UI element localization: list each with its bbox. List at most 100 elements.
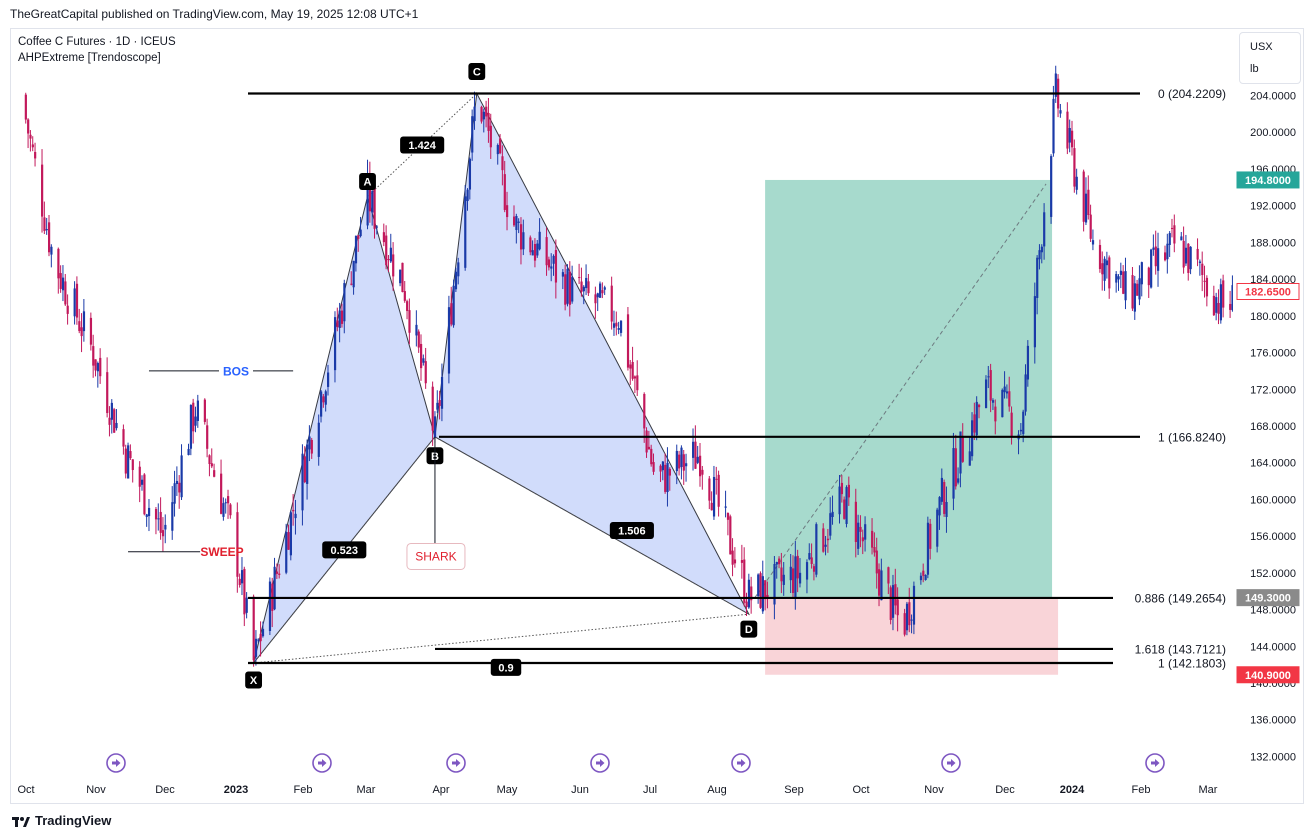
loss-zone [765,597,1059,675]
candle-body [466,189,469,202]
indicator-title[interactable]: AHPExtreme [Trendoscope] [18,52,161,64]
candle-body [178,482,181,493]
candle-body [561,272,565,277]
candle-body [1152,247,1155,250]
candle-body [680,447,683,467]
candle-body [324,391,327,405]
candle-body [1010,412,1013,437]
candle-body [399,269,402,284]
candle-body [854,501,857,543]
candle-body [1001,389,1004,418]
price-tick-label: 176.0000 [1250,348,1296,360]
ratio-xb: 0.523 [331,545,359,557]
unit-label[interactable]: lb [1250,63,1259,75]
candle-body [859,526,862,532]
candle-body [501,156,504,171]
event-marker-arrow [318,759,327,767]
event-marker-icon[interactable] [941,753,961,773]
event-marker-icon[interactable] [106,753,126,773]
unit-selector[interactable]: USX lb [1239,32,1301,84]
candle-body [240,570,244,584]
candle-body [757,574,760,597]
currency-label[interactable]: USX [1250,41,1273,53]
candle-body [385,235,388,266]
time-tick-label: Nov [86,784,106,796]
candle-body [822,528,825,552]
candle-body [715,478,718,480]
candle-body [1222,280,1225,308]
candle-body [878,569,881,596]
time-tick-label: Feb [1132,784,1151,796]
candle-body [322,396,325,403]
candle-body [1236,306,1238,319]
candle-body [1103,258,1106,281]
footer-brand[interactable]: TradingView [12,813,111,828]
candle-body [157,518,160,520]
publish-header: TheGreatCapital published on TradingView… [10,7,419,21]
candle-body [1043,212,1046,247]
candle-body [138,466,141,487]
candle-body [1234,291,1236,320]
candle-body [1122,271,1125,294]
candle-body [503,174,506,210]
event-marker-icon[interactable] [590,753,610,773]
candle-body [375,226,379,228]
candle-body [533,243,537,261]
pattern-point-a: A [364,176,372,188]
candle-body [487,112,490,131]
candle-body [773,564,776,605]
candle-body [664,464,667,492]
event-marker-icon[interactable] [731,753,751,773]
candle-body [1205,277,1209,297]
candle-body [187,448,190,456]
candle-body [457,262,460,277]
time-tick-label: May [497,784,518,796]
candle-body [1091,240,1095,245]
tag-last: 182.6500 [1245,286,1291,298]
candle-body [1117,276,1120,280]
candle-body [845,487,848,524]
candle-body [96,363,100,372]
candle-body [873,547,876,553]
candle-body [82,311,86,332]
candle-body [633,376,637,379]
candle-body [778,558,781,565]
candle-body [675,450,678,472]
trade-path-line [754,183,1047,598]
candle-body [580,281,583,292]
price-tick-label: 204.0000 [1250,91,1296,103]
candle-body [252,596,255,661]
candle-body [1168,233,1171,245]
candle-body [894,584,897,606]
candle-body [729,516,732,555]
candle-body [1219,284,1222,321]
axes-layer: 204.0000200.0000196.0000192.0000188.0000… [17,91,1300,796]
event-marker-icon[interactable] [1145,753,1165,773]
candle-body [110,402,113,420]
candle-body [594,294,597,304]
candle-body [798,572,802,584]
candle-body [208,455,211,464]
candle-body [122,429,125,447]
candle-body [740,560,744,563]
candle-body [392,254,395,277]
candle-body [496,145,499,155]
ratio-line-ac [367,93,478,197]
event-marker-arrow [112,759,121,767]
candle-body [896,599,899,616]
candle-body [517,221,520,223]
event-marker-icon[interactable] [446,753,466,773]
candle-body [1203,280,1206,282]
candle-body [1036,257,1039,298]
candle-body [585,277,588,289]
event-marker-icon[interactable] [312,753,332,773]
candle-body [333,317,337,371]
fib-lines-layer: 0 (204.2209) 1 (166.8240) 0.886 (149.2654)… [248,87,1226,671]
candle-body [712,476,716,517]
candle-body [792,568,795,593]
candle-body [80,327,83,337]
candle-body [759,573,762,608]
candle-body [108,417,111,425]
candle-body [717,474,720,507]
